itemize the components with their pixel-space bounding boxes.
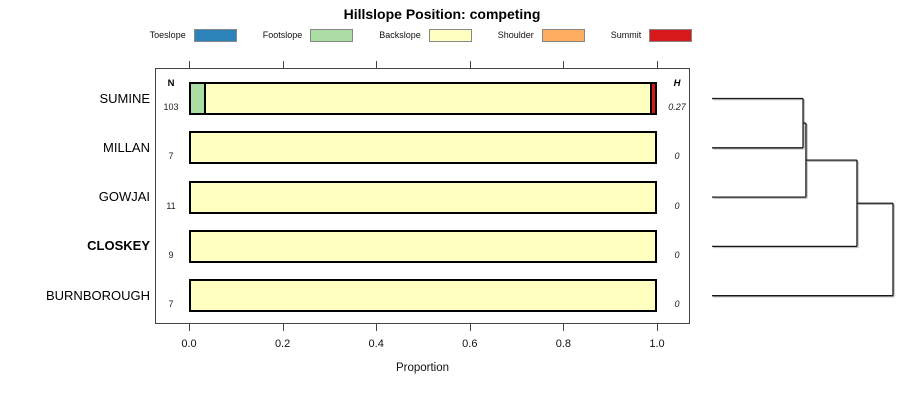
bar-segment-footslope (191, 84, 205, 113)
legend-label: Toeslope (149, 30, 186, 40)
x-axis-tick-bottom (563, 324, 565, 331)
series-label: SUMINE (99, 90, 150, 106)
n-value: 103 (163, 102, 179, 112)
x-axis-tick-bottom (469, 324, 471, 331)
legend-swatch (649, 28, 693, 42)
n-column-header: N (167, 78, 175, 89)
bar-segment-backslope (191, 281, 655, 311)
n-value: 7 (168, 151, 174, 162)
x-axis-tick-bottom (282, 324, 284, 331)
legend-label: Summit (610, 30, 642, 40)
legend-item-summit: Summit (610, 28, 693, 42)
series-label: GOWJAI (98, 189, 150, 205)
x-axis-tick-label: 0.2 (274, 338, 291, 350)
x-axis-tick-bottom (189, 324, 190, 331)
h-value: 0 (674, 299, 680, 310)
series-label: CLOSKEY (87, 238, 150, 254)
bar-row (189, 279, 657, 313)
x-axis-tick-bottom (376, 324, 378, 331)
h-value: 0 (674, 249, 680, 260)
x-axis-tick-top (657, 61, 658, 68)
legend: Toeslope Footslope Backslope Shoulder Summit (0, 27, 842, 43)
legend-swatch (310, 28, 354, 42)
legend-item-backslope: Backslope (379, 28, 472, 42)
legend-label: Backslope (379, 30, 421, 40)
x-axis-tick-label: 0.4 (368, 338, 384, 350)
h-value: 0 (674, 151, 680, 162)
x-axis-tick-label: 0.8 (555, 338, 572, 350)
bar-segment-backslope (204, 84, 651, 113)
bar-row (189, 82, 657, 115)
x-axis-tick-label: 0.0 (181, 338, 197, 350)
bar-row (189, 131, 657, 165)
dendrogram (712, 97, 895, 298)
bar-segment-backslope (191, 182, 655, 212)
n-value: 9 (168, 249, 174, 260)
h-value: 0.27 (668, 102, 686, 112)
dendrogram-lines (712, 97, 894, 297)
bar-segment-backslope (191, 133, 655, 163)
plot-box (155, 68, 690, 324)
legend-label: Shoulder (497, 30, 534, 40)
legend-item-footslope: Footslope (262, 28, 354, 42)
bar-row (189, 229, 657, 263)
bar-segment-summit (650, 84, 655, 113)
legend-item-shoulder: Shoulder (497, 28, 585, 42)
legend-swatch (193, 28, 237, 42)
n-value: 7 (168, 299, 174, 310)
series-label: MILLAN (103, 139, 150, 155)
x-axis-tick-top (282, 61, 284, 68)
legend-swatch (541, 28, 585, 42)
x-axis-tick-label: 1.0 (649, 338, 665, 350)
x-axis-tick-top (469, 61, 471, 68)
x-axis-tick-top (563, 61, 565, 68)
x-axis-tick-top (376, 61, 378, 68)
h-value: 0 (674, 200, 680, 211)
bar-segment-backslope (191, 231, 655, 261)
legend-swatch (428, 28, 472, 42)
legend-item-toeslope: Toeslope (149, 28, 237, 42)
bar-row (189, 180, 657, 214)
dendrogram-shadow (713, 99, 895, 298)
series-label: BURNBOROUGH (45, 287, 150, 303)
h-column-header: H (673, 78, 681, 89)
legend-label: Footslope (262, 30, 303, 40)
n-value: 11 (166, 200, 176, 211)
x-axis-tick-label: 0.6 (462, 338, 478, 350)
x-axis-tick-top (189, 61, 190, 68)
chart-title: Hillslope Position: competing (343, 6, 541, 22)
x-axis-tick-bottom (657, 324, 658, 331)
x-axis-title: Proportion (395, 362, 450, 374)
